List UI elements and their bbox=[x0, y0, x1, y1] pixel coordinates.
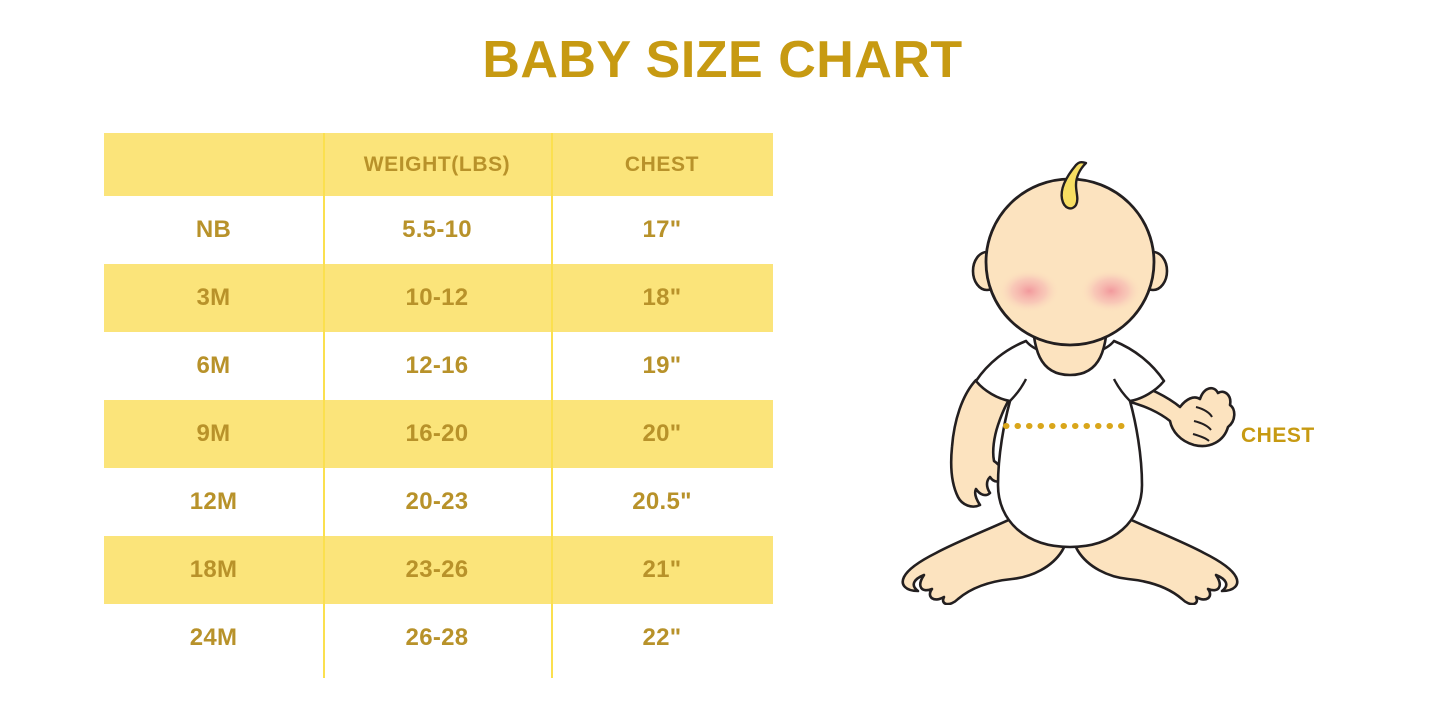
cell-size: NB bbox=[195, 216, 232, 243]
baby-onesie bbox=[974, 339, 1166, 549]
column-header-size bbox=[104, 133, 323, 196]
baby-left-arm bbox=[949, 378, 1022, 508]
column-header-weight: WEIGHT(LBS) bbox=[363, 152, 511, 176]
cell-size: 18M bbox=[189, 556, 238, 583]
cell-chest: 20.5" bbox=[632, 488, 692, 515]
baby-right-arm bbox=[1124, 379, 1236, 448]
cell-size: 6M bbox=[196, 352, 231, 379]
table-row: 9M 16-20 20" bbox=[104, 400, 773, 468]
column-divider-2 bbox=[551, 133, 553, 678]
baby-illustration bbox=[901, 160, 1239, 605]
cell-weight: 20-23 bbox=[405, 488, 469, 515]
cell-weight: 26-28 bbox=[405, 624, 469, 651]
cell-size: 24M bbox=[189, 624, 238, 651]
table-row: 18M 23-26 21" bbox=[104, 536, 773, 604]
table-row: 3M 10-12 18" bbox=[104, 264, 773, 332]
cell-chest: 20" bbox=[642, 420, 682, 447]
table-row: 24M 26-28 22" bbox=[104, 604, 773, 672]
chest-measure-label: CHEST bbox=[1241, 424, 1315, 447]
cell-size: 9M bbox=[196, 420, 231, 447]
baby-hair-curl-icon bbox=[1060, 160, 1088, 210]
column-divider-1 bbox=[323, 133, 325, 678]
page-title: BABY SIZE CHART bbox=[482, 31, 963, 89]
table-header-row: WEIGHT(LBS) CHEST bbox=[104, 133, 773, 196]
cell-chest: 19" bbox=[642, 352, 682, 379]
cell-weight: 23-26 bbox=[405, 556, 469, 583]
cell-chest: 21" bbox=[642, 556, 682, 583]
table-row: 12M 20-23 20.5" bbox=[104, 468, 773, 536]
cell-weight: 10-12 bbox=[405, 284, 469, 311]
cell-size: 12M bbox=[189, 488, 238, 515]
cell-weight: 12-16 bbox=[405, 352, 469, 379]
cell-size: 3M bbox=[196, 284, 231, 311]
cell-chest: 18" bbox=[642, 284, 682, 311]
table-row: 6M 12-16 19" bbox=[104, 332, 773, 400]
size-chart-table: WEIGHT(LBS) CHEST NB 5.5-10 17" 3M 10-12… bbox=[104, 133, 773, 678]
cell-weight: 5.5-10 bbox=[402, 216, 472, 243]
column-header-chest: CHEST bbox=[624, 152, 700, 176]
table-row: NB 5.5-10 17" bbox=[104, 196, 773, 264]
cell-weight: 16-20 bbox=[405, 420, 469, 447]
cell-chest: 22" bbox=[642, 624, 682, 651]
cell-chest: 17" bbox=[642, 216, 682, 243]
baby-head bbox=[984, 177, 1156, 347]
